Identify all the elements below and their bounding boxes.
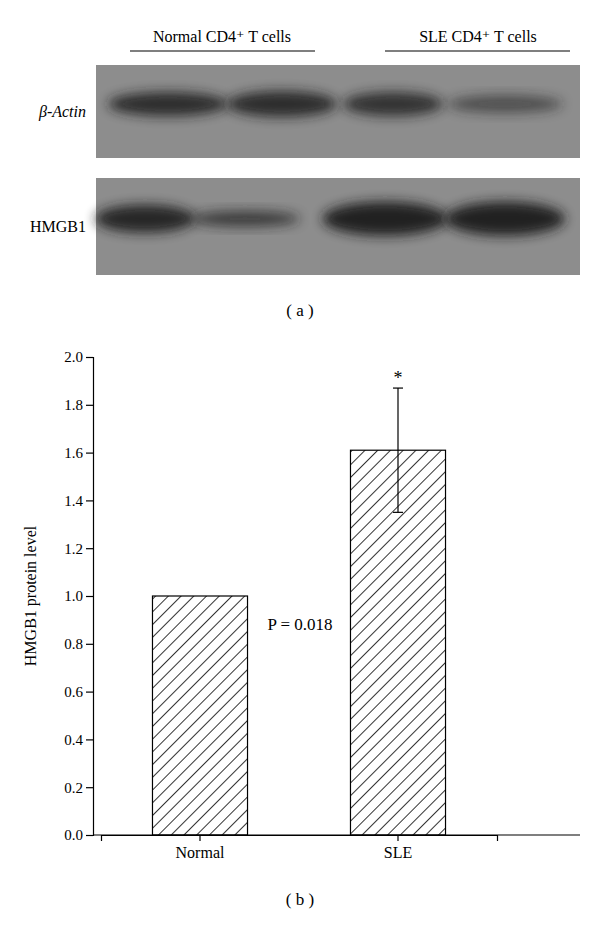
y-tick-label: 0.4 [64, 732, 83, 748]
caption: ( b ) [286, 890, 314, 909]
figure: Normal CD4⁺ T cells SLE CD4⁺ T cells β-Act… [0, 0, 600, 925]
row-label: HMGB1 [30, 218, 86, 235]
y-axis-title: HMGB1 protein level [22, 525, 40, 666]
y-tick: 1.6 [64, 445, 93, 461]
significance-star: * [394, 368, 403, 388]
y-tick: 0.4 [64, 732, 93, 748]
blot-band [190, 211, 300, 227]
y-tick: 0.6 [64, 684, 93, 700]
y-tick-mark [86, 596, 93, 597]
y-tick-label: 1.4 [64, 493, 83, 509]
y-tick-mark [86, 644, 93, 645]
blot-panel: Normal CD4⁺ T cells SLE CD4⁺ T cells β-Act… [30, 28, 580, 320]
blot-band [227, 91, 337, 117]
y-tick: 0.2 [64, 780, 93, 796]
y-tick-mark [86, 453, 93, 454]
y-tick: 2.0 [64, 349, 93, 365]
lane-group-line [385, 50, 570, 51]
bar-chart: * 0.0 0.2 0.4 0.6 0.8 1.0 1.2 1.4 1.6 1.8 2.0 Normal… [22, 349, 580, 909]
blot-band [445, 202, 565, 236]
y-tick-mark [86, 405, 93, 406]
blot-strip [96, 65, 580, 158]
y-tick: 0.0 [64, 827, 93, 843]
x-tick-mark [199, 835, 200, 841]
y-tick-mark [86, 548, 93, 549]
x-tick: SLE [384, 835, 412, 861]
p-value: P = 0.018 [267, 615, 332, 634]
blot-band [448, 95, 563, 113]
y-tick: 1.4 [64, 493, 93, 509]
y-tick-label: 2.0 [64, 349, 83, 365]
y-tick-label: 0.2 [64, 780, 83, 796]
blot-band [323, 202, 448, 236]
y-tick-mark [86, 691, 93, 692]
x-tick-label: Normal [176, 844, 225, 861]
plot-area [152, 388, 445, 835]
x-tick-label: SLE [384, 844, 412, 861]
caption: ( a ) [286, 301, 313, 320]
blot-band [95, 205, 195, 233]
bar [152, 596, 247, 835]
blot-band [343, 92, 443, 116]
y-tick-label: 1.6 [64, 445, 83, 461]
y-tick-label: 1.0 [64, 588, 83, 604]
lane-group-label: Normal CD4⁺ T cells [153, 28, 291, 45]
y-tick-label: 0.8 [64, 636, 83, 652]
x-axis-line [102, 836, 498, 842]
y-axis-line [86, 358, 94, 836]
y-tick: 1.2 [64, 541, 93, 557]
y-tick-label: 0.6 [64, 684, 83, 700]
y-tick: 1.0 [64, 588, 93, 604]
y-tick-label: 1.8 [64, 397, 83, 413]
blot-band [108, 92, 228, 116]
error-cap [393, 512, 403, 513]
error-bar [393, 388, 403, 512]
y-tick: 1.8 [64, 397, 93, 413]
y-tick-mark [86, 357, 93, 358]
row-label: β-Actin [38, 103, 86, 121]
lane-group-label: SLE CD4⁺ T cells [419, 28, 537, 45]
y-tick-label: 0.0 [64, 827, 83, 843]
y-tick-mark [86, 739, 93, 740]
x-tick-mark [397, 835, 398, 841]
y-tick-mark [86, 787, 93, 788]
error-stem [397, 388, 398, 512]
x-axis: Normal SLE [102, 835, 498, 861]
blot-strip [96, 178, 580, 275]
y-tick-mark [86, 500, 93, 501]
y-axis: 0.0 0.2 0.4 0.6 0.8 1.0 1.2 1.4 1.6 1.8 2.0 [64, 349, 93, 843]
y-tick-label: 1.2 [64, 541, 83, 557]
y-tick-mark [86, 835, 93, 836]
y-tick: 0.8 [64, 636, 93, 652]
x-tick: Normal [176, 835, 225, 861]
lane-group-line [130, 50, 315, 51]
